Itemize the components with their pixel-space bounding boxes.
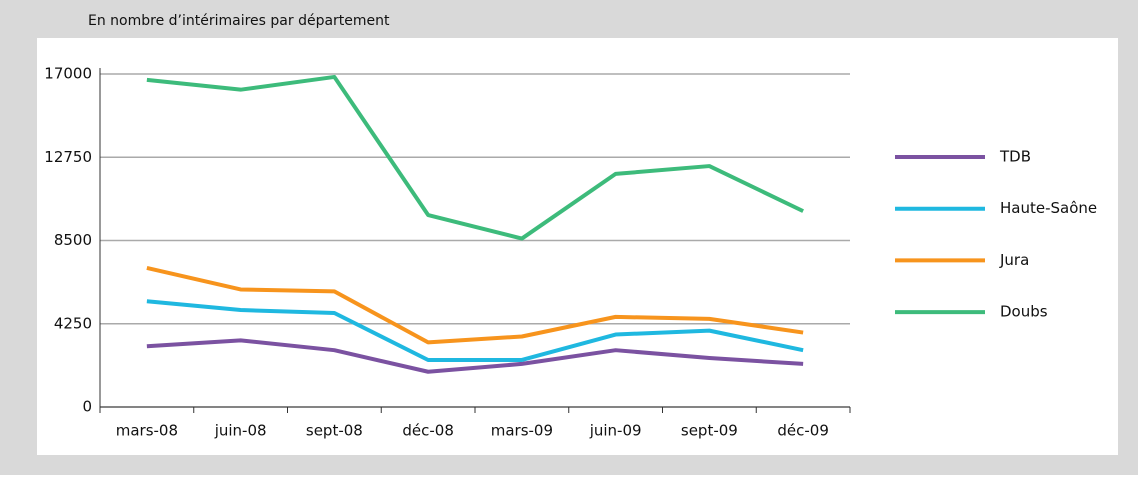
series-line xyxy=(146,74,804,241)
x-tick-label: mars-08 xyxy=(116,422,178,440)
legend-label: Jura xyxy=(999,251,1029,269)
series-line xyxy=(146,338,804,374)
x-tick-label: sept-08 xyxy=(306,422,363,440)
x-tick-label: sept-09 xyxy=(681,422,738,440)
x-tick-label: déc-09 xyxy=(777,422,829,440)
plot-panel xyxy=(37,38,1118,455)
chart-title: En nombre d’intérimaires par département xyxy=(88,13,390,29)
y-tick-label: 0 xyxy=(82,398,92,416)
legend-label: Haute-Saône xyxy=(1000,199,1097,217)
y-tick-label: 8500 xyxy=(54,231,92,249)
x-tick-label: juin-08 xyxy=(214,422,267,440)
x-tick-label: mars-09 xyxy=(491,422,553,440)
legend-label: TDB xyxy=(999,148,1031,166)
series-line xyxy=(146,299,804,362)
y-tick-label: 12750 xyxy=(44,148,92,166)
x-tick-label: juin-09 xyxy=(589,422,642,440)
y-tick-label: 17000 xyxy=(44,65,92,83)
legend-label: Doubs xyxy=(1000,303,1048,321)
series-line xyxy=(146,265,804,345)
y-tick-label: 4250 xyxy=(54,314,92,332)
x-tick-label: déc-08 xyxy=(402,422,454,440)
